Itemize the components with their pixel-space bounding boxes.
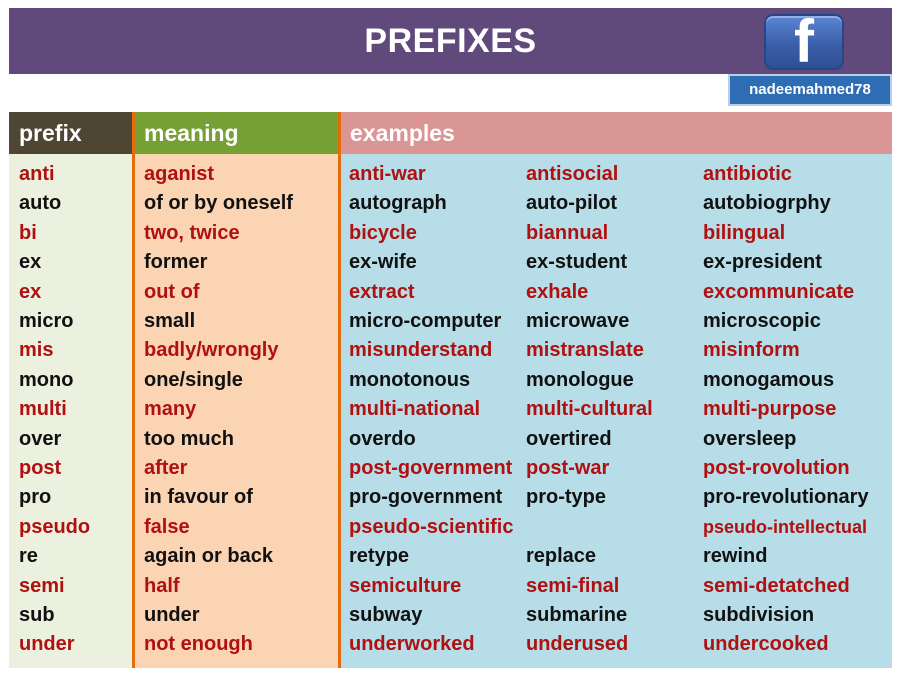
meaning-cell: of or by oneself bbox=[144, 192, 293, 215]
example-cell: microscopic bbox=[703, 310, 821, 332]
meaning-cell: too much bbox=[144, 427, 234, 450]
example-cell: monogamous bbox=[703, 368, 835, 391]
example-cell: auto-pilot bbox=[526, 192, 618, 215]
meaning-cell: after bbox=[144, 457, 188, 479]
header-prefix: prefix bbox=[9, 112, 133, 154]
header-meaning: meaning bbox=[134, 112, 339, 154]
example-cell: autograph bbox=[349, 192, 447, 215]
facebook-glyph: f bbox=[794, 8, 814, 75]
prefix-cell: sub bbox=[19, 604, 55, 626]
prefix-cell: under bbox=[19, 633, 75, 656]
example-cell: biannual bbox=[526, 221, 609, 244]
example-cell: submarine bbox=[526, 604, 628, 626]
prefix-cell: mono bbox=[19, 368, 74, 391]
example-cell: ex-wife bbox=[349, 251, 417, 274]
example-cell: antisocial bbox=[526, 163, 619, 185]
meaning-cell: many bbox=[144, 398, 197, 421]
prefix-cell: re bbox=[19, 545, 38, 568]
example-cell: misunderstand bbox=[349, 339, 493, 362]
prefix-cell: pro bbox=[19, 486, 52, 509]
example-cell: underworked bbox=[349, 633, 475, 656]
meaning-cell: two, twice bbox=[144, 221, 240, 244]
example-cell: ex-student bbox=[526, 251, 628, 274]
example-cell: pro-type bbox=[526, 486, 606, 509]
example-cell: overdo bbox=[349, 427, 416, 450]
meaning-cell: former bbox=[144, 251, 208, 274]
example-cell: misinform bbox=[703, 339, 800, 362]
meaning-cell: small bbox=[144, 310, 196, 332]
facebook-handle-badge[interactable]: nadeemahmed78 bbox=[728, 74, 892, 106]
example-cell: extract bbox=[349, 280, 415, 303]
prefix-cell: pseudo bbox=[19, 515, 91, 538]
prefix-column bbox=[9, 154, 133, 668]
example-cell: subway bbox=[349, 604, 423, 626]
column-divider bbox=[132, 112, 135, 668]
example-cell: post-government bbox=[349, 457, 513, 479]
meaning-cell: half bbox=[144, 574, 180, 597]
prefix-cell: ex bbox=[19, 251, 42, 274]
example-cell: micro-computer bbox=[349, 310, 502, 332]
prefix-cell: auto bbox=[19, 192, 62, 215]
meaning-cell: out of bbox=[144, 280, 200, 303]
example-cell: undercooked bbox=[703, 633, 829, 656]
meaning-cell: one/single bbox=[144, 368, 243, 391]
example-cell: pro-revolutionary bbox=[703, 486, 869, 509]
example-cell: overtired bbox=[526, 427, 612, 450]
meaning-cell: not enough bbox=[144, 633, 253, 656]
column-divider bbox=[338, 112, 341, 668]
meaning-column bbox=[134, 154, 339, 668]
page-title: PREFIXES bbox=[364, 22, 537, 60]
meaning-cell: under bbox=[144, 604, 200, 626]
prefix-cell: ex bbox=[19, 280, 42, 303]
example-cell: microwave bbox=[526, 310, 630, 332]
example-cell: ex-president bbox=[703, 251, 822, 274]
example-cell: mistranslate bbox=[526, 339, 644, 362]
header-examples: examples bbox=[340, 112, 892, 154]
example-cell: semi-final bbox=[526, 574, 620, 597]
example-cell: post-war bbox=[526, 457, 610, 479]
example-cell: subdivision bbox=[703, 604, 815, 626]
prefix-cell: mis bbox=[19, 339, 54, 362]
facebook-icon[interactable]: f bbox=[764, 8, 844, 75]
examples-column bbox=[340, 154, 892, 668]
example-cell: multi-national bbox=[349, 398, 481, 421]
example-cell: exhale bbox=[526, 280, 589, 303]
example-cell: post-rovolution bbox=[703, 457, 850, 479]
prefix-cell: semi bbox=[19, 574, 65, 597]
example-cell: rewind bbox=[703, 545, 768, 568]
example-cell: oversleep bbox=[703, 427, 797, 450]
prefix-cell: multi bbox=[19, 398, 67, 421]
example-cell: pseudo-intellectual bbox=[703, 516, 868, 537]
example-cell: pro-government bbox=[349, 486, 503, 509]
meaning-cell: in favour of bbox=[144, 486, 253, 509]
example-cell: retype bbox=[349, 545, 410, 568]
prefix-cell: bi bbox=[19, 221, 37, 244]
prefix-cell: anti bbox=[19, 163, 55, 185]
example-cell: autobiogrphy bbox=[703, 192, 831, 215]
example-cell: anti-war bbox=[349, 163, 426, 185]
meaning-cell: aganist bbox=[144, 163, 215, 185]
example-cell: underused bbox=[526, 633, 629, 656]
prefix-cell: micro bbox=[19, 310, 74, 332]
example-cell: multi-cultural bbox=[526, 398, 653, 421]
example-cell: pseudo-scientific bbox=[349, 515, 514, 538]
example-cell: multi-purpose bbox=[703, 398, 837, 421]
meaning-cell: false bbox=[144, 515, 190, 538]
example-cell: semi-detatched bbox=[703, 574, 850, 597]
example-cell: antibiotic bbox=[703, 163, 792, 185]
example-cell: bicycle bbox=[349, 221, 417, 244]
example-cell: excommunicate bbox=[703, 280, 855, 303]
example-cell: semiculture bbox=[349, 574, 462, 597]
title-bar: PREFIXES bbox=[9, 8, 892, 74]
prefix-cell: over bbox=[19, 427, 62, 450]
example-cell: replace bbox=[526, 545, 597, 568]
example-cell: monotonous bbox=[349, 368, 471, 391]
prefix-cell: post bbox=[19, 457, 62, 479]
meaning-cell: again or back bbox=[144, 545, 273, 568]
example-cell: bilingual bbox=[703, 221, 786, 244]
example-cell: monologue bbox=[526, 368, 634, 391]
meaning-cell: badly/wrongly bbox=[144, 339, 279, 362]
